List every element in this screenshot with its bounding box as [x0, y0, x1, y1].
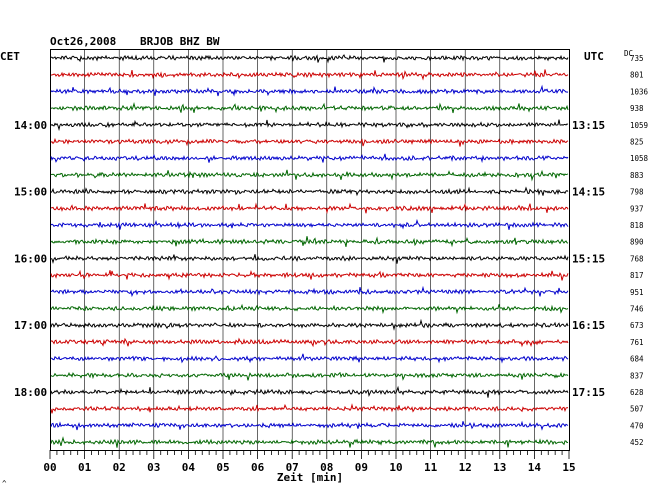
dc-value-label: 1036: [630, 87, 649, 96]
x-axis: 00 01 02 03 04 05 06 07 08 09 10 11 12 13 14 15: [43, 450, 576, 474]
seismic-trace: [50, 337, 569, 348]
header-date: Oct26,2008: [50, 35, 116, 48]
x-tick-label: 03: [147, 461, 160, 474]
seismic-trace: [50, 236, 569, 248]
utc-hour-label: 13:15: [572, 119, 605, 132]
dc-value-label: 452: [630, 438, 644, 447]
dc-value-label: 628: [630, 388, 644, 397]
dc-value-label: 1058: [630, 154, 649, 163]
seismic-trace: [50, 153, 569, 164]
dc-value-label: 883: [630, 171, 644, 180]
cet-hour-label: 14:00: [14, 119, 47, 132]
seismic-trace: [50, 420, 569, 431]
seismic-trace: [50, 169, 569, 182]
seismic-trace: [50, 119, 569, 132]
seismic-trace: [50, 84, 569, 97]
right-timezone-label: UTC: [584, 50, 604, 63]
cet-hour-label: 17:00: [14, 319, 47, 332]
x-tick-label: 04: [182, 461, 196, 474]
x-tick-label: 14: [528, 461, 542, 474]
utc-hour-label: 16:15: [572, 319, 605, 332]
dc-value-label: 768: [630, 254, 644, 263]
utc-hour-label: 15:15: [572, 252, 605, 265]
seismic-trace: [50, 403, 569, 414]
utc-hour-label: 14:15: [572, 186, 605, 199]
seismic-trace: [50, 353, 569, 364]
cet-hour-label: 15:00: [14, 186, 47, 199]
dc-value-label: 818: [630, 221, 644, 230]
dc-value-label: 470: [630, 421, 644, 430]
seismic-trace: [50, 318, 569, 331]
x-tick-label: 12: [459, 461, 472, 474]
dc-value-label: 673: [630, 321, 644, 330]
seismic-trace: [50, 303, 569, 315]
dc-value-label: 735: [630, 54, 644, 63]
seismic-trace: [50, 385, 569, 398]
x-tick-label: 06: [251, 461, 265, 474]
dc-value-label: 938: [630, 104, 644, 113]
dc-offset-labels: 735 801 1036 938 1059 825 1058 883 798 937 818 890 7…: [630, 54, 649, 447]
dc-column-label: DC: [624, 49, 633, 58]
x-tick-label: 13: [493, 461, 506, 474]
dc-value-label: 1059: [630, 121, 648, 130]
seismic-traces: [50, 54, 569, 448]
dc-value-label: 507: [630, 405, 644, 414]
minute-grid: [84, 50, 535, 450]
dc-value-label: 937: [630, 204, 644, 213]
x-tick-label: 07: [286, 461, 299, 474]
seismic-trace: [50, 371, 569, 381]
x-tick-label: 00: [43, 461, 56, 474]
dc-value-label: 801: [630, 71, 644, 80]
utc-hour-labels: 13:15 14:15 15:15 16:15 17:15: [572, 119, 605, 399]
x-tick-label: 01: [78, 461, 92, 474]
seismic-trace: [50, 69, 569, 81]
seismic-trace: [50, 254, 569, 264]
x-tick-label: 10: [389, 461, 402, 474]
x-tick-label: 09: [355, 461, 368, 474]
x-tick-label: 11: [424, 461, 438, 474]
cet-hour-labels: 14:00 15:00 16:00 17:00 18:00: [14, 119, 47, 399]
dc-value-label: 761: [630, 338, 644, 347]
seismic-trace: [50, 137, 569, 147]
plot-frame: [50, 49, 570, 451]
x-axis-label: Zeit [min]: [277, 471, 343, 484]
left-timezone-label: CET: [0, 50, 20, 63]
dc-value-label: 890: [630, 238, 644, 247]
dc-value-label: 684: [630, 355, 644, 364]
dc-value-label: 798: [630, 188, 644, 197]
dc-value-label: 817: [630, 271, 644, 280]
x-tick-label: 05: [216, 461, 229, 474]
dc-value-label: 825: [630, 138, 644, 147]
seismic-trace: [50, 269, 569, 281]
seismic-trace: [50, 54, 569, 64]
dc-value-label: 837: [630, 371, 644, 380]
seismic-trace: [50, 285, 569, 298]
x-tick-label: 08: [320, 461, 333, 474]
seismic-trace: [50, 436, 569, 448]
seismic-trace: [50, 102, 569, 114]
footer-mark: ^: [2, 479, 7, 488]
utc-hour-label: 17:15: [572, 386, 605, 399]
dc-value-label: 746: [630, 305, 644, 314]
seismic-trace: [50, 202, 569, 215]
cet-hour-label: 16:00: [14, 252, 47, 265]
x-tick-label: 15: [562, 461, 575, 474]
seismic-trace: [50, 186, 569, 197]
header-station: BRJOB BHZ BW: [140, 35, 220, 48]
x-tick-label: 02: [113, 461, 126, 474]
seismic-trace: [50, 218, 569, 230]
cet-hour-label: 18:00: [14, 386, 47, 399]
dc-value-label: 951: [630, 288, 644, 297]
